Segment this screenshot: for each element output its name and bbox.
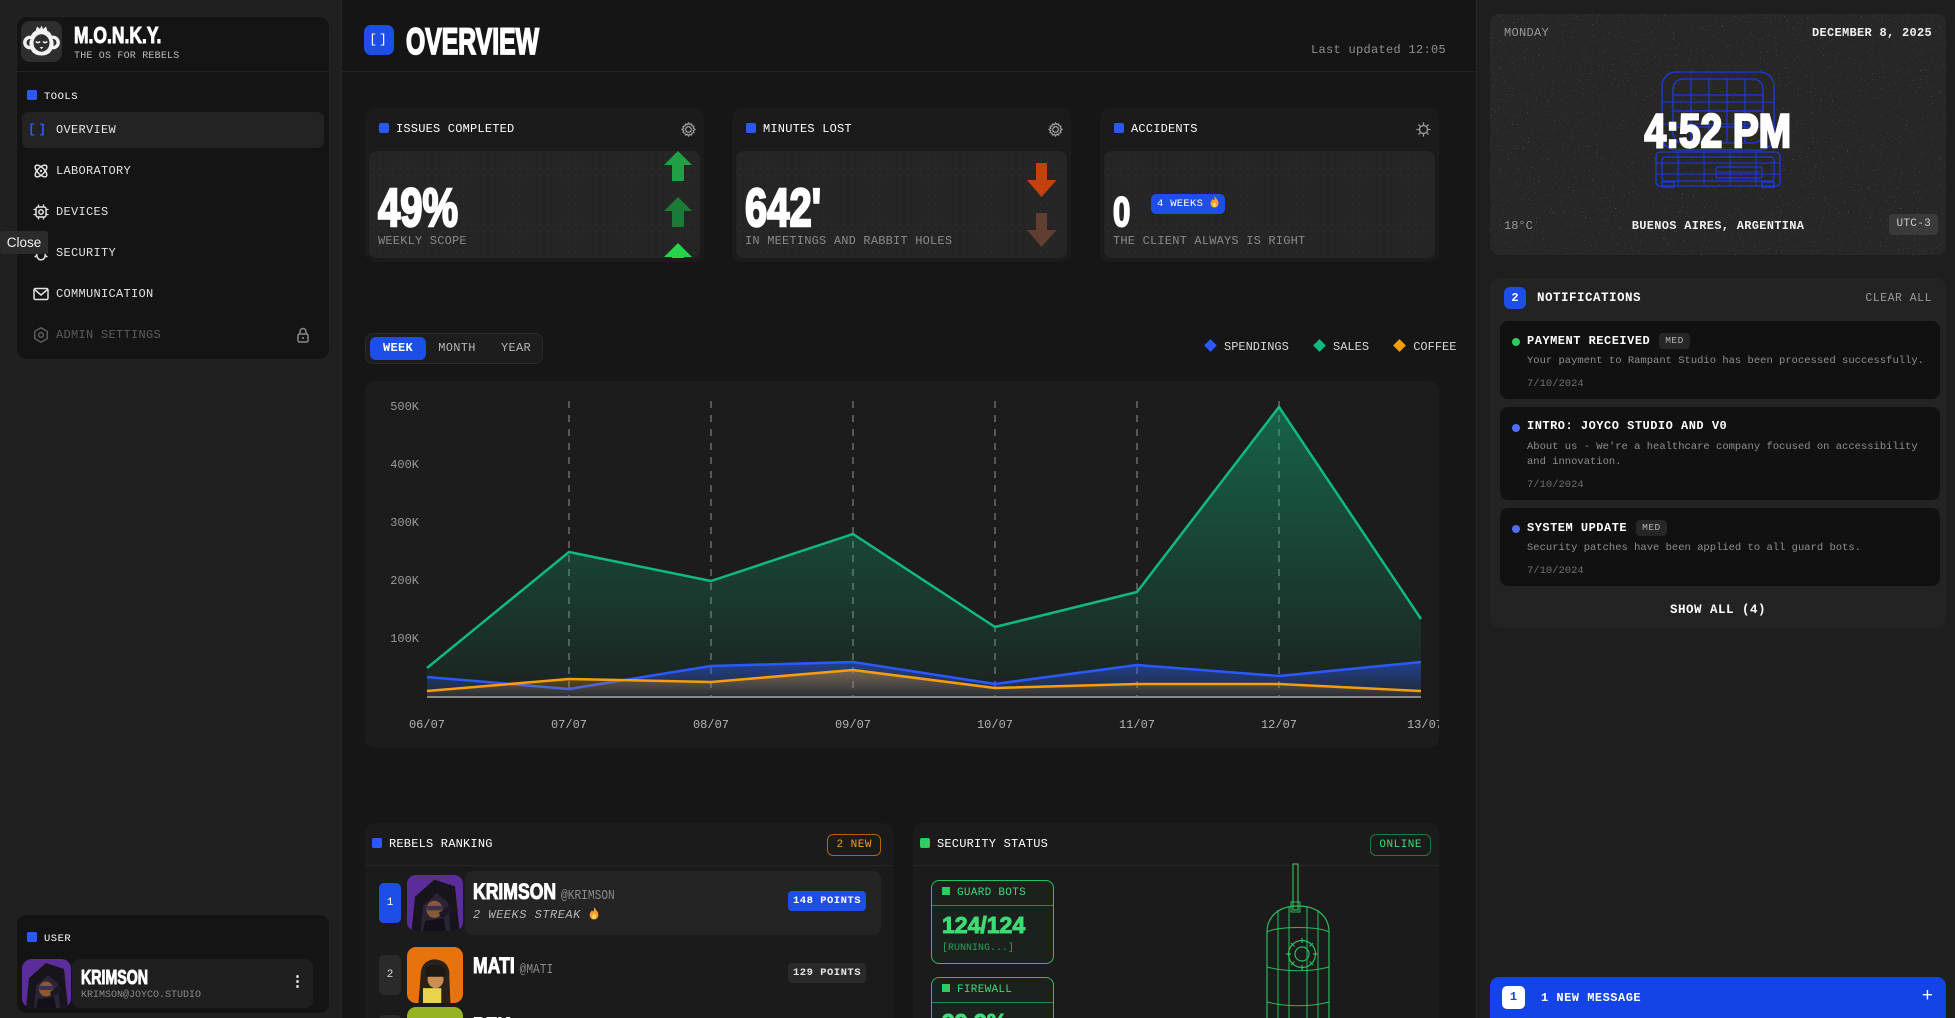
svg-text:06/07: 06/07 — [409, 718, 445, 732]
svg-text:300K: 300K — [390, 516, 420, 530]
svg-text:10/07: 10/07 — [977, 718, 1013, 732]
svg-text:11/07: 11/07 — [1119, 718, 1155, 732]
svg-text:13/07: 13/07 — [1407, 718, 1439, 732]
svg-text:400K: 400K — [390, 458, 420, 472]
svg-text:07/07: 07/07 — [551, 718, 587, 732]
svg-text:500K: 500K — [390, 400, 420, 414]
svg-text:200K: 200K — [390, 574, 420, 588]
svg-text:09/07: 09/07 — [835, 718, 871, 732]
svg-text:08/07: 08/07 — [693, 718, 729, 732]
svg-text:12/07: 12/07 — [1261, 718, 1297, 732]
svg-text:100K: 100K — [390, 632, 420, 646]
